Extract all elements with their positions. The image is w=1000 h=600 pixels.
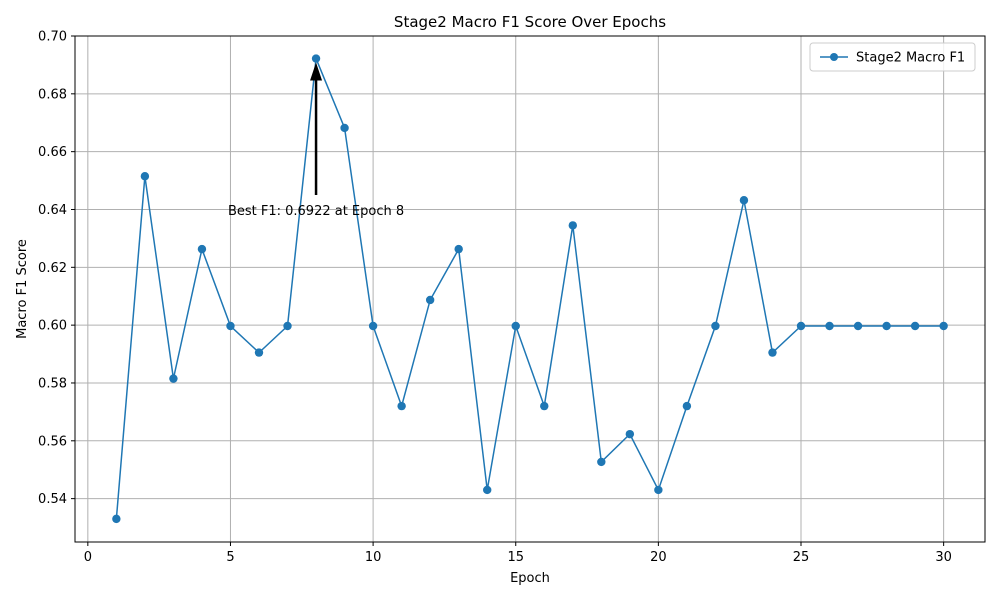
data-point xyxy=(568,221,577,230)
data-point xyxy=(368,321,378,331)
legend-label: Stage2 Macro F1 xyxy=(856,51,965,66)
y-axis-label: Macro F1 Score xyxy=(15,239,30,339)
data-point xyxy=(853,321,863,331)
data-point xyxy=(140,172,150,181)
data-point xyxy=(197,244,207,254)
data-point xyxy=(511,321,520,331)
data-point xyxy=(625,429,635,439)
data-point xyxy=(340,123,349,133)
data-point xyxy=(939,321,948,331)
data-point xyxy=(711,321,720,331)
annotation-arrow-head xyxy=(310,62,323,81)
x-axis-label: Epoch xyxy=(510,571,550,586)
y-tick-label: 0.68 xyxy=(38,87,67,102)
data-point xyxy=(311,54,321,63)
data-point xyxy=(425,295,435,305)
data-point xyxy=(739,196,749,205)
y-tick-label: 0.66 xyxy=(38,145,67,160)
y-tick-label: 0.58 xyxy=(38,376,67,391)
data-point xyxy=(796,321,806,331)
series-line xyxy=(115,58,944,519)
data-point xyxy=(226,321,235,331)
data-point xyxy=(254,348,264,357)
x-tick-label: 15 xyxy=(507,550,524,565)
data-point xyxy=(825,321,834,331)
data-point xyxy=(768,348,777,357)
y-tick-label: 0.70 xyxy=(38,30,67,45)
y-tick-label: 0.54 xyxy=(38,492,67,507)
data-point xyxy=(682,401,692,411)
data-point xyxy=(597,457,606,467)
y-tick-label: 0.62 xyxy=(38,261,67,276)
data-point xyxy=(540,401,549,411)
data-point xyxy=(454,244,463,254)
y-tick-label: 0.56 xyxy=(38,434,67,449)
x-tick-label: 25 xyxy=(793,550,810,565)
data-point xyxy=(882,321,891,331)
series-layer xyxy=(112,54,948,524)
x-tick-label: 20 xyxy=(650,550,667,565)
data-point xyxy=(910,321,920,331)
x-tick-label: 5 xyxy=(226,550,234,565)
data-point xyxy=(483,485,492,495)
legend-box xyxy=(809,42,976,72)
x-tick-label: 10 xyxy=(365,550,382,565)
data-point xyxy=(654,485,663,495)
data-point xyxy=(112,514,121,524)
y-tick-label: 0.64 xyxy=(38,203,67,218)
annotation-layer: Best F1: 0.6922 at Epoch 8 xyxy=(228,62,404,219)
data-point xyxy=(397,401,406,411)
x-tick-label: 30 xyxy=(935,550,952,565)
plot-area-frame xyxy=(74,35,986,543)
y-tick-label: 0.60 xyxy=(38,319,67,334)
legend: Stage2 Macro F1 xyxy=(809,42,976,72)
data-point xyxy=(169,374,178,383)
data-point xyxy=(283,321,292,331)
chart-title: Stage2 Macro F1 Score Over Epochs xyxy=(394,13,666,31)
legend-marker-swatch xyxy=(830,53,838,61)
annotation-text: Best F1: 0.6922 at Epoch 8 xyxy=(228,204,404,219)
x-tick-label: 0 xyxy=(84,550,92,565)
axis-ticks: 0 5 10 15 20 25 30 0.54 0.56 0.58 0.60 0.62 0.64 0.66… xyxy=(38,30,952,566)
